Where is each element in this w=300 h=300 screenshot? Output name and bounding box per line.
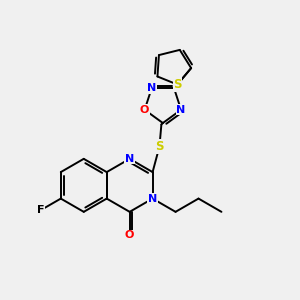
Text: N: N [125,154,134,164]
Text: F: F [37,205,45,215]
Text: N: N [176,105,186,115]
Text: N: N [147,83,156,93]
Text: O: O [125,230,134,240]
Text: N: N [148,194,157,204]
Text: S: S [173,78,182,91]
Text: O: O [140,105,149,115]
Text: S: S [155,140,164,153]
